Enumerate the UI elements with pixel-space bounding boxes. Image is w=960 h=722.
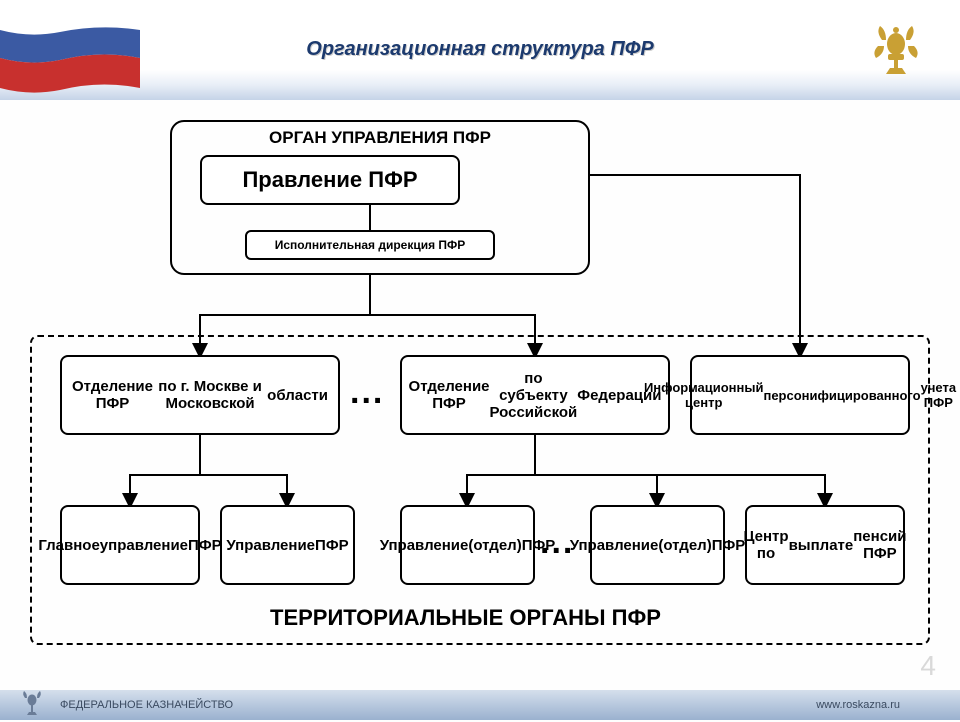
node-board: Правление ПФР [200,155,460,205]
emblem-icon [868,22,924,78]
page-title: Организационная структура ПФР [0,38,960,61]
node-subject: Отделение ПФРпо субъекту РоссийскойФедер… [400,355,670,435]
footer-left: ФЕДЕРАЛЬНОЕ КАЗНАЧЕЙСТВО [60,699,233,711]
node-mgmt: УправлениеПФР [220,505,355,585]
node-pay_center: Центр повыплатепенсий ПФР [745,505,905,585]
footer-emblem-icon [18,689,46,717]
ellipsis: ... [350,373,384,412]
footer-bar: ФЕДЕРАЛЬНОЕ КАЗНАЧЕЙСТВО www.roskazna.ru [0,690,960,720]
node-info_center: Информационный центрперсонифицированного… [690,355,910,435]
node-moscow: Отделение ПФРпо г. Москве и Московскойоб… [60,355,340,435]
territorial-label: ТЕРРИТОРИАЛЬНЫЕ ОРГАНЫ ПФР [270,605,661,631]
node-exec: Исполнительная дирекция ПФР [245,230,495,260]
node-dept2: Управление(отдел)ПФР [590,505,725,585]
footer-right: www.roskazna.ru [816,699,900,711]
org-chart: ОРГАН УПРАВЛЕНИЯ ПФРПравление ПФРИсполни… [20,115,940,675]
page-number: 4 [920,650,936,682]
ellipsis: ... [540,523,574,562]
node-main_mgmt: ГлавноеуправлениеПФР [60,505,200,585]
node-dept1: Управление(отдел)ПФР [400,505,535,585]
